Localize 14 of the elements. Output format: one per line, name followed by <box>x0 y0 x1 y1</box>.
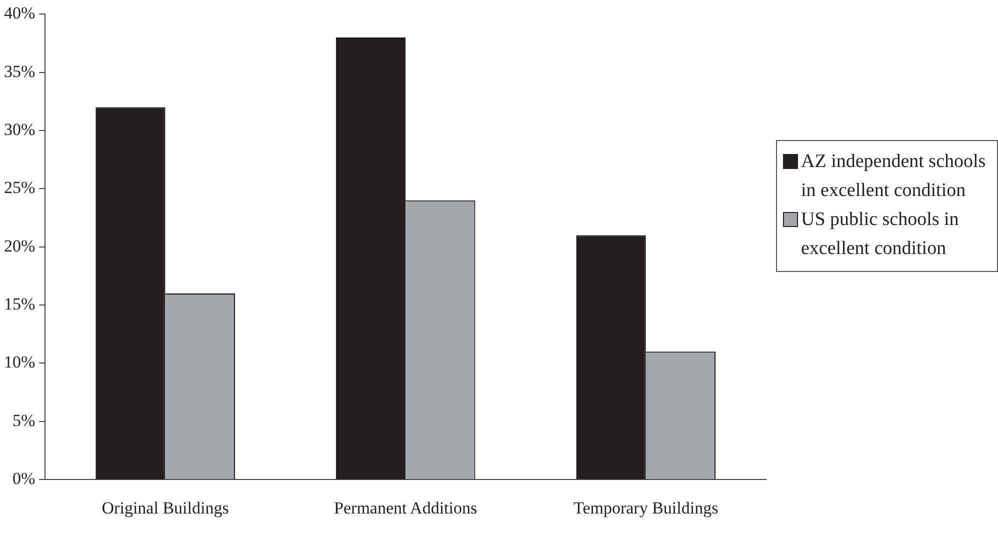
x-tick-label: Temporary Buildings <box>574 498 718 518</box>
x-tick-label: Original Buildings <box>102 498 229 518</box>
legend-label: US public schools in excellent condition <box>801 208 960 261</box>
y-tick-label: 25% <box>4 178 36 198</box>
y-tick-label: 35% <box>4 62 36 81</box>
y-tick-label: 10% <box>4 352 36 372</box>
y-tick-label: 40% <box>4 4 36 23</box>
y-tick-label: 0% <box>12 469 36 488</box>
y-tick-label: 5% <box>12 410 36 430</box>
x-tick-label: Permanent Additions <box>334 498 478 518</box>
legend-label: AZ independent schools in excellent condition <box>801 150 987 203</box>
y-tick-label: 15% <box>4 294 36 314</box>
y-tick-label: 30% <box>4 120 36 140</box>
y-tick-label: 20% <box>4 236 36 256</box>
